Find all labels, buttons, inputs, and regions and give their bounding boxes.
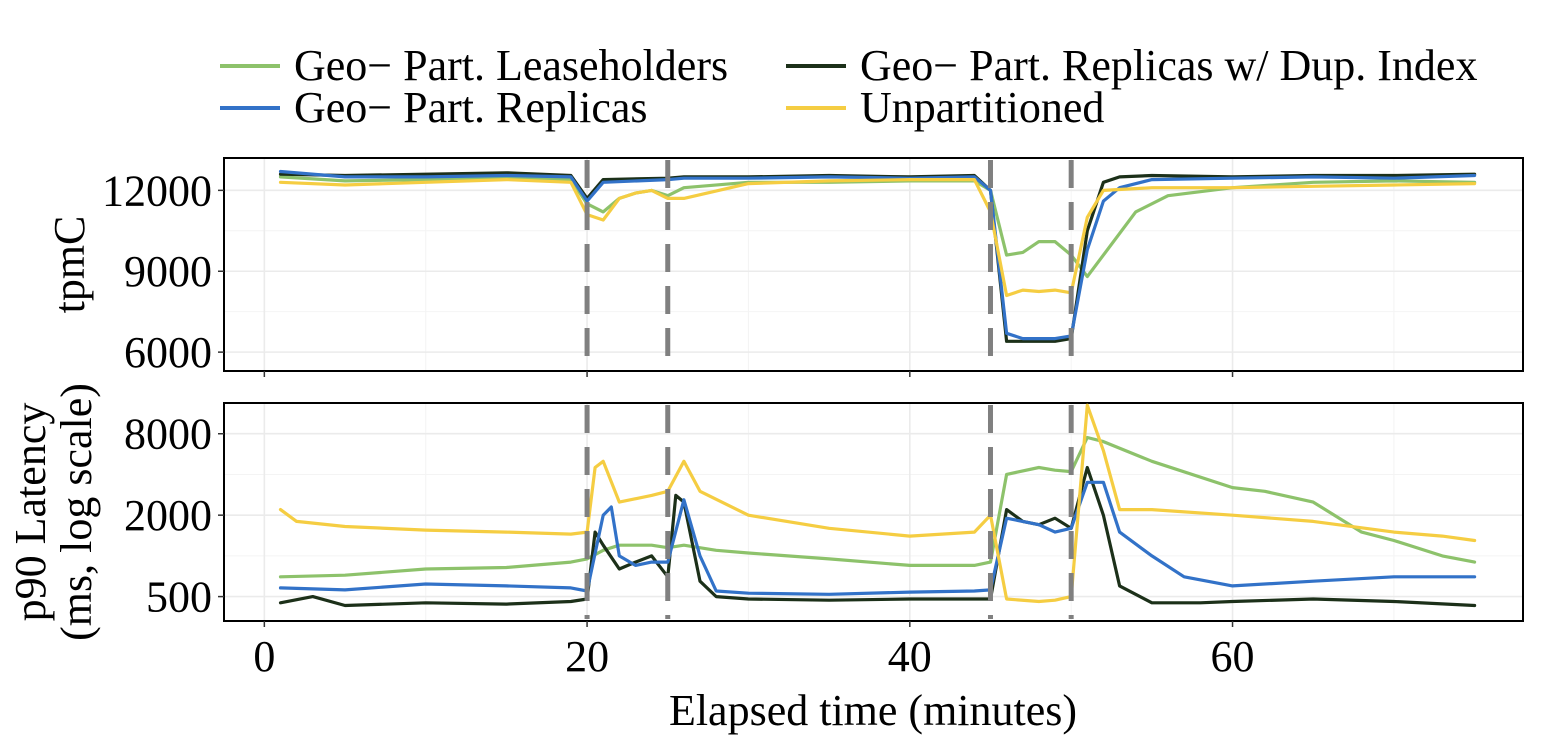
y-axis-title: (ms, log scale) [52, 383, 101, 641]
series-line-4 [278, 178, 1477, 298]
legend-entry: Geo− Part. Replicas [220, 83, 648, 132]
y-tick-label: 9000 [124, 247, 212, 296]
x-axis-title: Elapsed time (minutes) [669, 686, 1077, 735]
x-tick-label: 60 [1211, 632, 1255, 681]
y-axis-title: p90 Latency [6, 403, 55, 622]
y-tick-label: 2000 [124, 491, 212, 540]
x-tick-label: 0 [253, 632, 275, 681]
x-tick-label: 20 [565, 632, 609, 681]
legend-entry: Geo− Part. Replicas w/ Dup. Index [786, 41, 1477, 90]
y-tick-label: 8000 [124, 410, 212, 459]
legend: Geo− Part. Leaseholders Geo− Part. Repli… [220, 41, 1477, 132]
legend-entry: Unpartitioned [786, 83, 1104, 132]
series-line-4 [278, 403, 1477, 604]
series-line-2 [278, 465, 1477, 608]
y-tick-label: 500 [146, 573, 212, 622]
x-tick-label: 40 [888, 632, 932, 681]
panel-latency: 500 2000 8000 p90 Latency(ms, log scale) 0 20… [6, 383, 1524, 681]
series-group [278, 169, 1477, 343]
panel-frame [223, 157, 1524, 372]
y-tick-label: 12000 [102, 166, 212, 215]
series-line-3 [278, 480, 1477, 596]
y-tick-label: 6000 [124, 328, 212, 377]
y-axis-title: tpmC [45, 216, 94, 314]
legend-label: Unpartitioned [860, 83, 1104, 132]
legend-label: Geo− Part. Replicas w/ Dup. Index [860, 41, 1477, 90]
legend-label: Geo− Part. Leaseholders [294, 41, 728, 90]
legend-label: Geo− Part. Replicas [294, 83, 648, 132]
legend-entry: Geo− Part. Leaseholders [220, 41, 728, 90]
series-line-3 [278, 169, 1477, 341]
